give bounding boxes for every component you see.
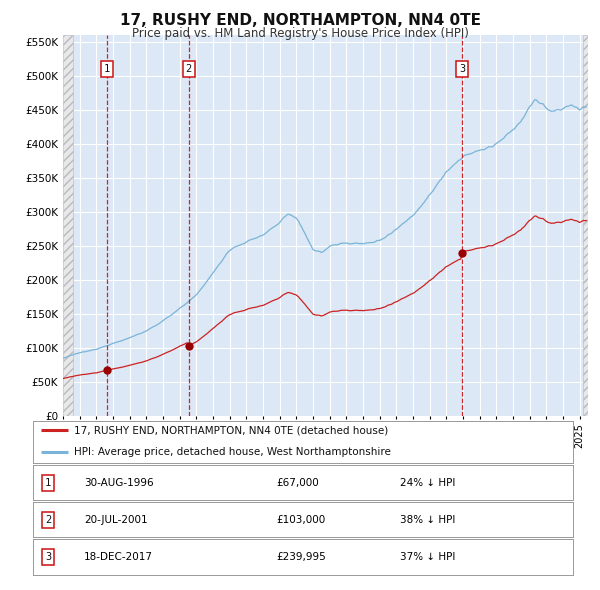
Text: 2: 2 [186,64,192,74]
Text: 38% ↓ HPI: 38% ↓ HPI [400,515,455,525]
Text: 24% ↓ HPI: 24% ↓ HPI [400,478,455,487]
Text: 18-DEC-2017: 18-DEC-2017 [84,552,154,562]
Text: HPI: Average price, detached house, West Northamptonshire: HPI: Average price, detached house, West… [74,447,391,457]
Text: 17, RUSHY END, NORTHAMPTON, NN4 0TE: 17, RUSHY END, NORTHAMPTON, NN4 0TE [119,13,481,28]
Text: 3: 3 [459,64,466,74]
Text: 17, RUSHY END, NORTHAMPTON, NN4 0TE (detached house): 17, RUSHY END, NORTHAMPTON, NN4 0TE (det… [74,425,388,435]
Text: 2: 2 [45,515,51,525]
Text: 3: 3 [45,552,51,562]
Text: £239,995: £239,995 [276,552,326,562]
Text: £67,000: £67,000 [276,478,319,487]
Text: 30-AUG-1996: 30-AUG-1996 [84,478,154,487]
Text: 1: 1 [45,478,51,487]
Text: 20-JUL-2001: 20-JUL-2001 [84,515,148,525]
Text: 1: 1 [104,64,110,74]
Text: Price paid vs. HM Land Registry's House Price Index (HPI): Price paid vs. HM Land Registry's House … [131,27,469,40]
Text: 37% ↓ HPI: 37% ↓ HPI [400,552,455,562]
Text: £103,000: £103,000 [276,515,325,525]
